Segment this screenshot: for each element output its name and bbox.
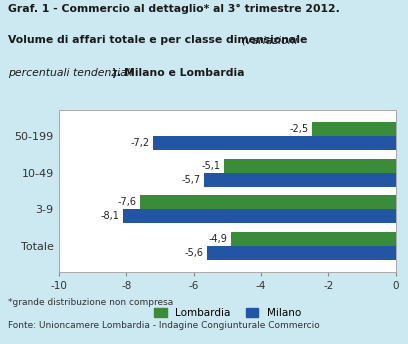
Bar (224, 159, 396, 173)
Bar (123, 209, 396, 223)
Legend: Lombardia, Milano: Lombardia, Milano (154, 308, 301, 318)
Text: Fonte: Unioncamere Lombardia - Indagine Congiunturale Commercio: Fonte: Unioncamere Lombardia - Indagine … (8, 321, 320, 330)
Text: Volume di affari totale e per classe dimensionale: Volume di affari totale e per classe dim… (8, 35, 311, 45)
Text: percentuali tendenziali: percentuali tendenziali (8, 68, 133, 78)
Bar (204, 173, 396, 186)
Text: -4,9: -4,9 (208, 234, 228, 244)
Text: (variazioni: (variazioni (241, 35, 298, 45)
Text: Graf. 1 - Commercio al dettaglio* al 3° trimestre 2012.: Graf. 1 - Commercio al dettaglio* al 3° … (8, 3, 340, 13)
Text: -7,2: -7,2 (131, 138, 150, 148)
Text: ).: ). (112, 68, 125, 78)
Bar (140, 195, 396, 209)
Text: Milano e Lombardia: Milano e Lombardia (124, 68, 244, 78)
Bar (153, 136, 396, 150)
Bar (312, 122, 396, 136)
Text: -2,5: -2,5 (289, 124, 308, 134)
Bar (207, 246, 396, 260)
Text: -8,1: -8,1 (101, 211, 120, 221)
Text: -5,1: -5,1 (202, 161, 221, 171)
Bar (231, 232, 396, 246)
Text: *grande distribuzione non compresa: *grande distribuzione non compresa (8, 298, 173, 307)
Text: -5,6: -5,6 (185, 248, 204, 258)
Text: -5,7: -5,7 (182, 174, 200, 184)
Text: -7,6: -7,6 (118, 197, 137, 207)
